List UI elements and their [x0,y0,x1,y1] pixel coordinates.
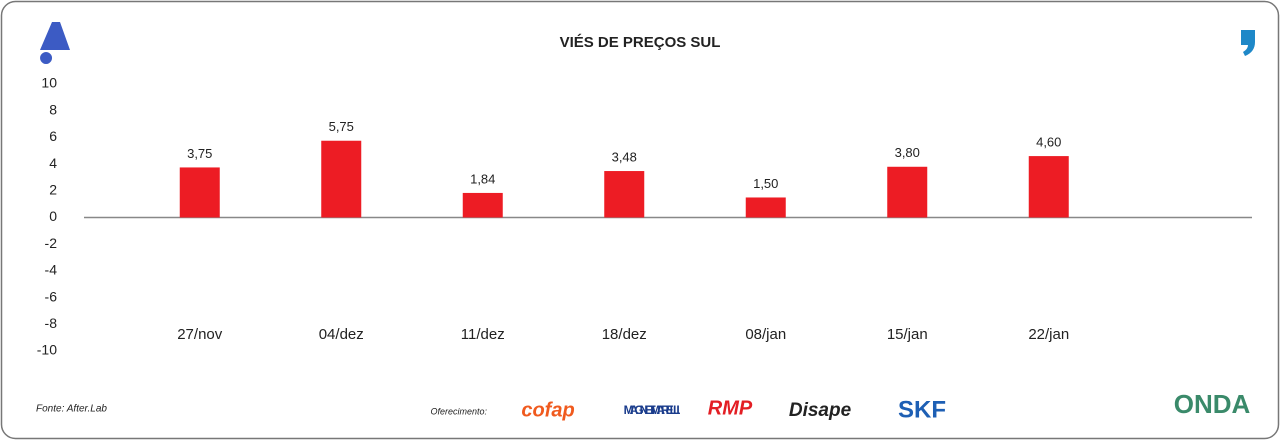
x-tick-label: 11/dez [461,326,505,343]
y-tick-label: 6 [49,128,57,144]
y-tick-label: 2 [49,182,57,198]
y-tick-label: 0 [49,208,57,224]
x-tick-label: 08/jan [745,326,786,343]
sponsor-label: Oferecimento: [430,406,487,416]
x-tick-label: 18/dez [602,326,647,343]
bar [887,166,928,218]
source: Fonte: After.Lab [36,404,107,415]
bar [462,192,503,218]
bar [179,167,220,218]
bar [604,171,645,218]
value-label: 4,60 [1036,135,1061,150]
value-label: 5,75 [329,119,354,134]
bar [321,140,362,218]
value-label: 3,80 [895,145,920,160]
sponsor-logo: RMP [708,397,753,419]
value-label: 3,75 [187,146,212,161]
bar [1028,156,1069,218]
y-tick-label: 4 [49,155,57,171]
x-tick-label: 27/nov [177,326,223,343]
sponsor-logo: MAGNETI MARELLI [624,403,681,417]
sponsor-logo: Disape [789,400,852,421]
y-tick-label: 10 [41,75,57,91]
sponsor-logo: cofap [521,399,574,421]
y-tick-label: 8 [49,101,57,117]
value-label: 1,50 [753,176,778,191]
y-tick-label: -4 [45,262,58,278]
y-tick-label: -8 [45,315,58,331]
x-tick-label: 15/jan [887,326,928,343]
value-label: 3,48 [612,149,637,164]
y-tick-label: -2 [45,235,58,251]
x-tick-label: 22/jan [1028,326,1069,343]
x-tick-label: 04/dez [319,326,364,343]
y-tick-label: -10 [37,342,57,358]
logo-right [1241,30,1255,56]
value-label: 1,84 [470,171,495,186]
y-tick-label: -6 [45,288,58,304]
sponsor-logo: SKF [898,396,946,423]
brand-logo: ONDA [1174,389,1251,419]
chart-title: VIÉS DE PREÇOS SUL [560,34,721,51]
bar [745,197,786,218]
logo-left [40,22,70,64]
